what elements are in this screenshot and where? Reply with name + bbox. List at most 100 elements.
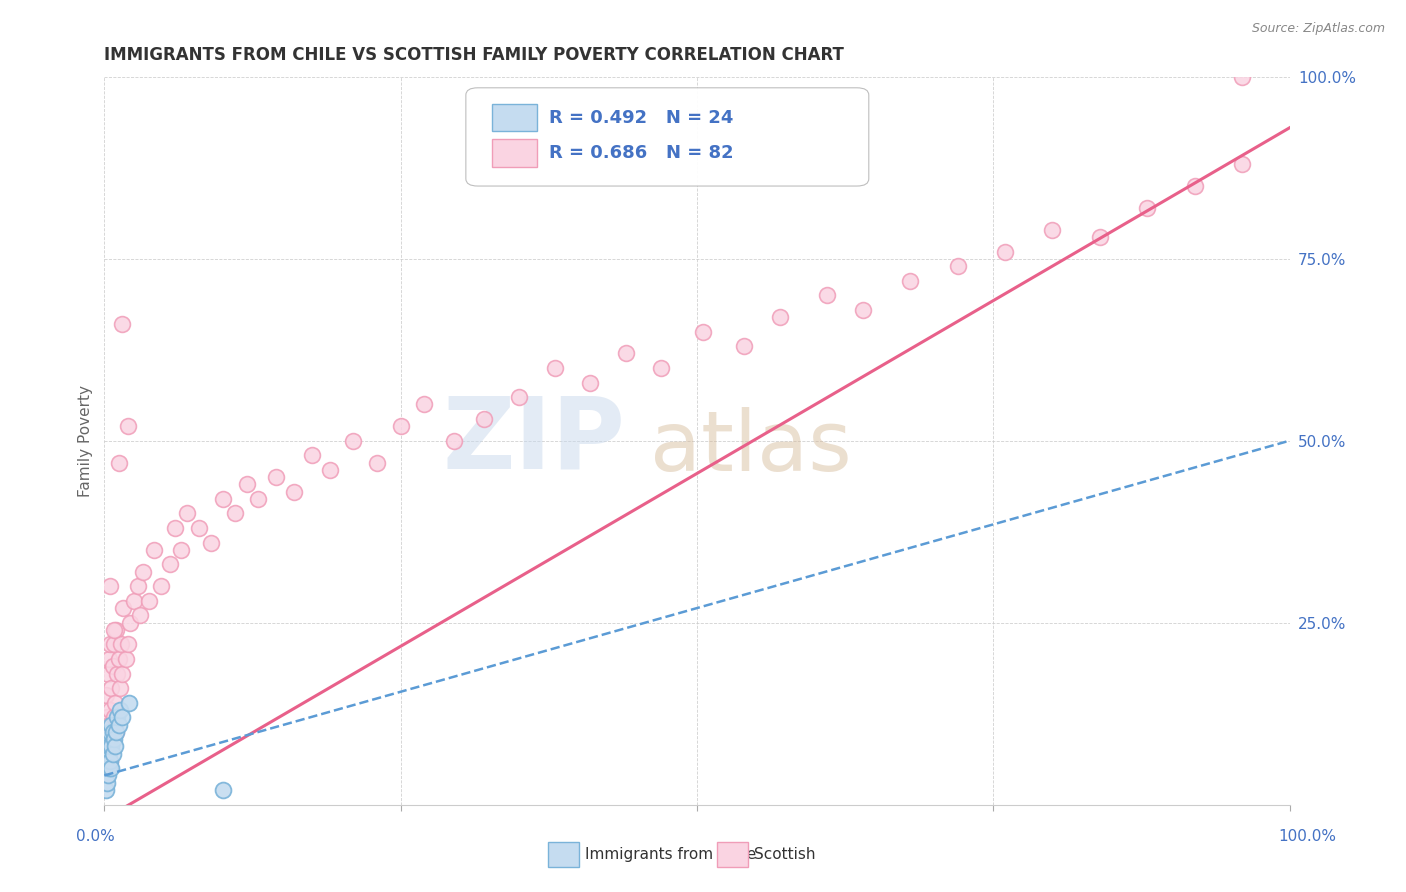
Point [342,434,364,448]
Point [224,507,246,521]
Point [1088,230,1111,244]
Point [472,412,495,426]
Point [110,637,132,651]
FancyBboxPatch shape [465,87,869,186]
Text: IMMIGRANTS FROM CHILE VS SCOTTISH FAMILY POVERTY CORRELATION CHART: IMMIGRANTS FROM CHILE VS SCOTTISH FAMILY… [104,46,844,64]
Text: Immigrants from Chile: Immigrants from Chile [585,847,756,862]
Point [100,739,122,754]
Point [815,288,838,302]
Point [318,463,340,477]
Point [98,637,121,651]
Point [105,724,128,739]
Point [1136,201,1159,215]
Point [103,623,125,637]
Point [96,754,118,768]
Point [150,579,173,593]
Point [733,339,755,353]
Point [301,448,323,462]
Point [138,594,160,608]
Point [108,681,131,695]
Point [98,717,121,731]
Point [898,274,921,288]
Point [100,717,122,731]
Point [264,470,287,484]
Point [508,390,530,404]
Point [107,717,129,731]
Point [946,259,969,273]
Point [98,747,121,761]
Point [107,666,129,681]
Point [98,652,121,666]
Point [97,732,120,747]
Point [101,747,124,761]
Point [650,360,672,375]
Point [96,710,118,724]
Point [1042,223,1064,237]
Point [101,724,124,739]
Point [101,659,124,673]
Point [165,521,187,535]
Point [101,724,124,739]
Point [769,310,792,324]
Point [366,456,388,470]
Point [111,318,134,332]
Point [107,652,129,666]
Point [107,710,129,724]
Point [176,507,198,521]
Point [94,768,117,782]
Point [107,456,129,470]
Text: ZIP: ZIP [443,392,626,489]
Point [104,739,127,754]
Point [159,558,181,572]
Point [114,652,136,666]
Point [97,747,120,761]
Point [212,491,235,506]
Point [212,783,235,797]
Point [122,594,145,608]
Point [127,579,149,593]
Point [200,535,222,549]
Text: 0.0%: 0.0% [76,830,115,844]
Text: atlas: atlas [650,408,851,489]
Point [97,666,120,681]
Point [98,703,121,717]
Point [103,710,125,724]
Point [132,565,155,579]
Point [100,739,122,754]
Point [692,325,714,339]
Point [100,681,122,695]
Point [614,346,637,360]
Text: R = 0.492   N = 24: R = 0.492 N = 24 [548,109,733,127]
Point [1230,157,1253,171]
Y-axis label: Family Poverty: Family Poverty [79,384,93,497]
Point [544,360,567,375]
Point [97,768,120,782]
Point [111,710,134,724]
Text: Scottish: Scottish [754,847,815,862]
Point [235,477,257,491]
Point [96,775,118,789]
Point [105,724,128,739]
Point [120,615,142,630]
Point [103,732,125,747]
Bar [492,103,537,131]
Point [98,739,121,754]
Point [117,637,139,651]
Point [97,732,120,747]
Text: 100.0%: 100.0% [1278,830,1337,844]
Point [118,696,141,710]
Point [579,376,602,390]
Point [103,637,125,651]
Point [389,419,412,434]
Point [852,302,875,317]
Point [111,666,134,681]
Point [104,696,127,710]
Point [94,783,117,797]
Point [994,244,1017,259]
Point [108,703,131,717]
Point [283,484,305,499]
Point [1184,179,1206,194]
Point [112,601,135,615]
Point [98,724,121,739]
Text: Source: ZipAtlas.com: Source: ZipAtlas.com [1251,22,1385,36]
